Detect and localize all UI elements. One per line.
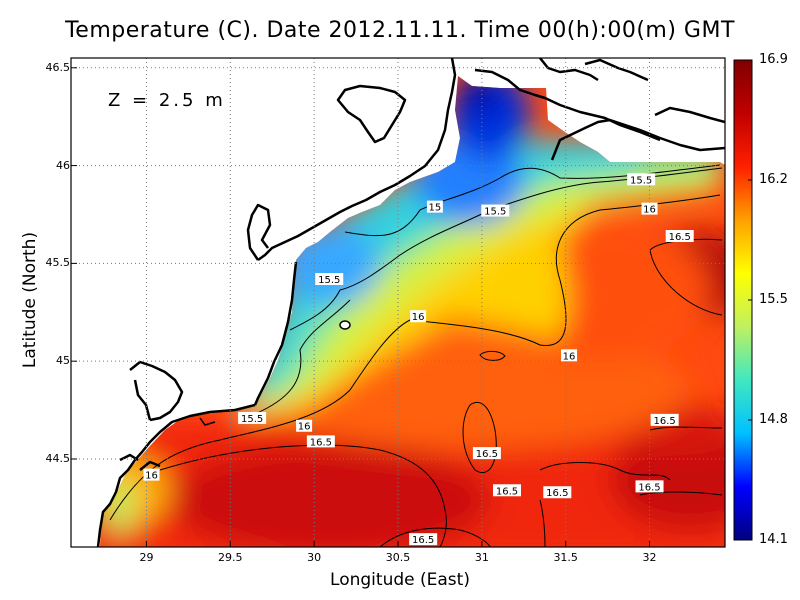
contour-label: 16.5 <box>650 413 679 427</box>
svg-text:16.5: 16.5 <box>669 232 691 243</box>
contour-label: 16.5 <box>543 486 572 499</box>
x-tick-label: 29.5 <box>218 551 243 564</box>
contour-label: 16.5 <box>635 480 664 493</box>
svg-text:15.5: 15.5 <box>484 207 506 218</box>
svg-text:15.5: 15.5 <box>318 275 340 286</box>
svg-text:16: 16 <box>145 471 158 482</box>
svg-text:16.5: 16.5 <box>496 486 518 497</box>
contour-label: 15.5 <box>481 204 510 218</box>
contour-label: 16.5 <box>306 435 335 448</box>
y-tick-label: 46.5 <box>45 60 71 74</box>
contour-label: 16 <box>410 310 427 323</box>
contour-label: 15 <box>426 200 443 214</box>
colorbar-tick-label: 14.1 <box>759 532 788 547</box>
svg-text:15: 15 <box>429 203 442 214</box>
grid-lines <box>71 58 725 547</box>
contour-label: 15.5 <box>627 173 656 186</box>
contour-label: 16.5 <box>472 447 501 460</box>
x-axis-label: Longitude (East) <box>330 570 470 590</box>
svg-text:15.5: 15.5 <box>630 175 652 186</box>
y-tick-label: 44.5 <box>45 451 71 465</box>
svg-text:16.5: 16.5 <box>476 449 498 460</box>
svg-text:16: 16 <box>643 205 656 216</box>
coastline <box>96 58 725 547</box>
depth-label: Z = 2.5 m <box>108 90 226 111</box>
contour-label: 15.5 <box>238 411 267 425</box>
island <box>339 320 351 330</box>
x-tick-label: 31 <box>474 551 489 564</box>
y-tick-label: 45 <box>56 354 70 368</box>
svg-text:16.5: 16.5 <box>546 488 568 499</box>
x-tick-label: 30.5 <box>385 551 411 564</box>
x-tick-label: 31.5 <box>553 551 578 564</box>
contour-label: 16 <box>296 419 313 433</box>
y-tick-label: 45.5 <box>45 256 71 270</box>
svg-text:16.5: 16.5 <box>310 437 332 448</box>
colorbar-tick-label: 16.2 <box>759 172 788 187</box>
x-tick-label: 30 <box>307 551 322 564</box>
svg-text:16: 16 <box>412 312 425 323</box>
contour-label: 15.5 <box>315 273 344 286</box>
svg-text:16.5: 16.5 <box>412 535 434 546</box>
x-tick-label: 29 <box>139 551 154 564</box>
contour-label: 16.5 <box>665 229 694 243</box>
chart-title: Temperature (C). Date 2012.11.11. Time 0… <box>65 18 735 43</box>
colorbar-tick-label: 15.5 <box>759 292 788 307</box>
contour-label: 16 <box>641 202 658 216</box>
contour-label: 16 <box>143 468 160 482</box>
svg-text:16.5: 16.5 <box>653 416 675 427</box>
x-tick-label: 32 <box>642 551 657 564</box>
contour-label: 16.5 <box>493 484 521 497</box>
svg-text:15.5: 15.5 <box>241 414 263 425</box>
colorbar-tick-label: 14.8 <box>759 412 788 427</box>
tick-marks <box>71 67 651 547</box>
colorbar-ticks <box>748 59 752 541</box>
svg-text:16: 16 <box>563 351 576 362</box>
contour-label: 16 <box>561 349 578 362</box>
contour-labels: 15.5 15 15.5 16 16.5 15.5 16 16 15.5 16 16.5 16.5 16… <box>143 173 694 546</box>
y-axis-label: Latitude (North) <box>20 231 40 369</box>
y-tick-label: 46 <box>56 158 70 172</box>
contour-label: 16.5 <box>409 533 438 546</box>
colorbar-tick-label: 16.9 <box>759 52 788 67</box>
svg-text:16: 16 <box>298 422 311 433</box>
svg-text:16.5: 16.5 <box>638 482 660 493</box>
